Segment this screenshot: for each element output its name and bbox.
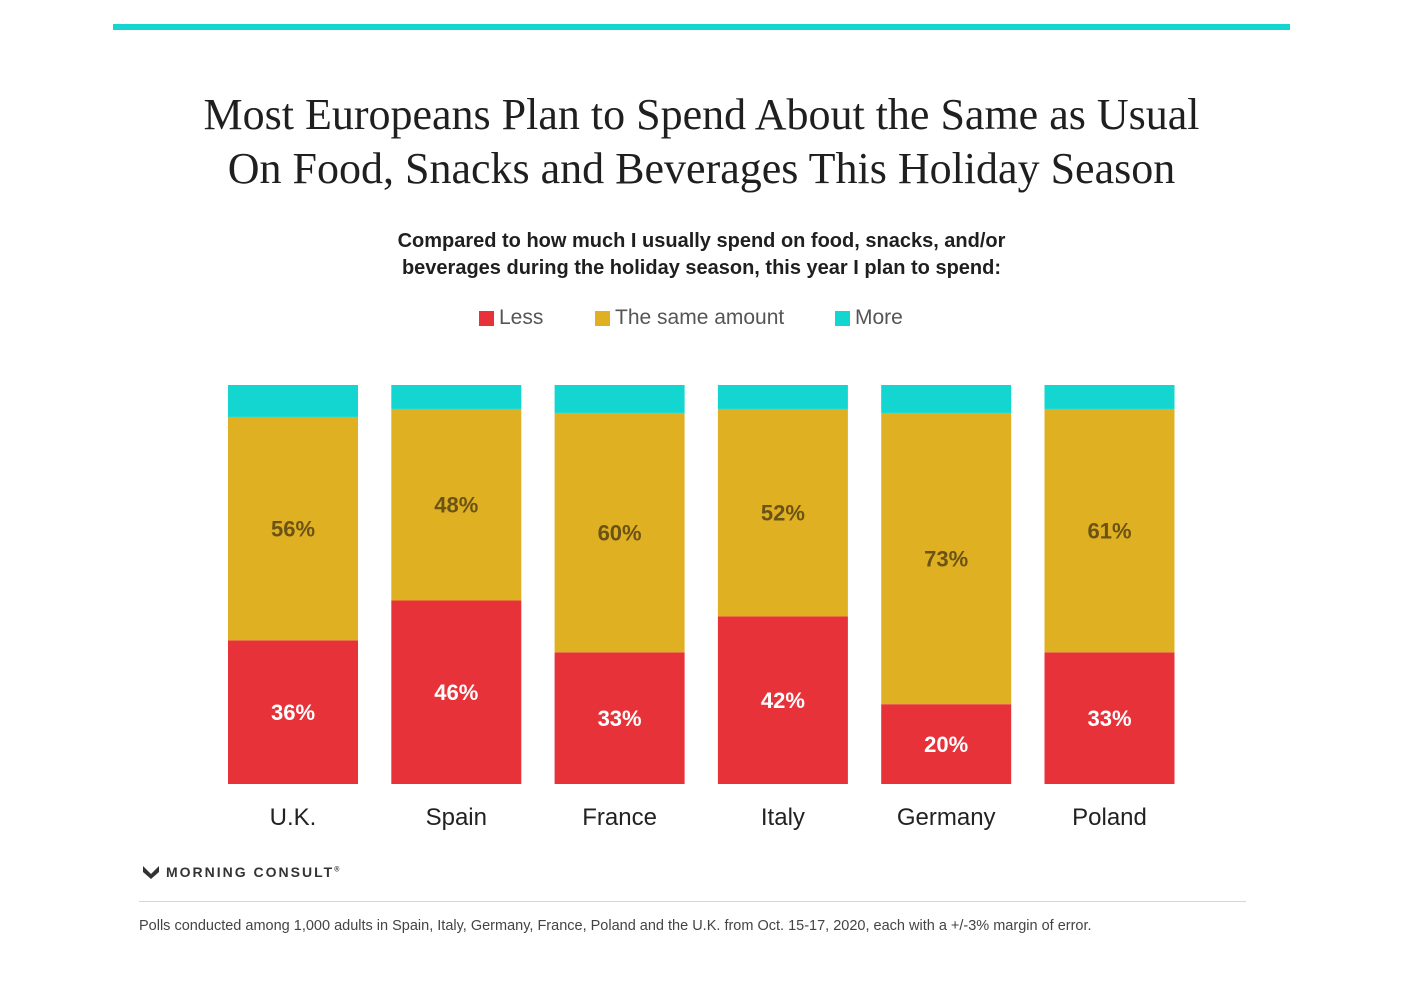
bar-segment-more-3 <box>717 385 848 409</box>
chart-title-line-1: Most Europeans Plan to Spend About the S… <box>203 90 1200 139</box>
stacked-bar-chart: 36% 56% U.K. 46% 48% Spain 33% 60% France 42% 52% I… <box>228 385 1175 831</box>
bar-segment-less-4 <box>881 704 1012 784</box>
legend-label-more: More <box>855 306 903 329</box>
category-label-0: U.K. <box>270 804 317 831</box>
bar-segment-same-5 <box>1044 408 1175 653</box>
bar-segment-less-1 <box>391 600 522 784</box>
data-label-same-5: 61% <box>1087 519 1131 544</box>
bar-segment-more-1 <box>391 385 522 409</box>
legend-label-less: Less <box>499 306 544 329</box>
data-label-same-3: 52% <box>761 501 805 526</box>
data-label-less-2: 33% <box>598 706 642 731</box>
bar-segment-less-2 <box>554 652 685 784</box>
legend-item-less: Less <box>479 305 543 331</box>
bar-segment-less-3 <box>717 616 848 784</box>
bar-segment-same-0 <box>228 416 358 641</box>
data-label-same-0: 56% <box>271 517 315 542</box>
data-label-less-5: 33% <box>1087 706 1131 731</box>
data-label-less-1: 46% <box>434 680 478 705</box>
legend-label-same: The same amount <box>615 306 785 329</box>
bar-segment-same-1 <box>391 408 522 601</box>
category-label-3: Italy <box>761 804 805 831</box>
footnote: Polls conducted among 1,000 adults in Sp… <box>139 918 1092 934</box>
top-accent-bar <box>113 24 1290 30</box>
bar-segment-more-4 <box>881 385 1012 413</box>
data-label-less-0: 36% <box>271 700 315 725</box>
morning-consult-logo-icon <box>143 866 159 879</box>
data-label-less-3: 42% <box>761 688 805 713</box>
data-label-same-1: 48% <box>434 493 478 518</box>
bar-segment-more-2 <box>554 385 685 413</box>
chart-legend: Less The same amount More <box>0 305 1403 331</box>
legend-swatch-less <box>479 310 494 326</box>
category-label-2: France <box>582 804 657 831</box>
chart-title-line-2: On Food, Snacks and Beverages This Holid… <box>227 144 1176 193</box>
chart-subtitle-line-1: Compared to how much I usually spend on … <box>397 230 1006 252</box>
category-label-4: Germany <box>897 804 996 831</box>
bar-segment-same-3 <box>717 408 848 617</box>
data-label-less-4: 20% <box>924 732 968 757</box>
bar-segment-more-0 <box>228 385 358 417</box>
category-label-1: Spain <box>426 804 487 831</box>
data-label-same-2: 60% <box>598 521 642 546</box>
bar-segment-same-4 <box>881 412 1012 705</box>
chart-title: Most Europeans Plan to Spend About the S… <box>0 88 1403 196</box>
data-label-same-4: 73% <box>924 547 968 572</box>
legend-swatch-same <box>595 310 610 326</box>
legend-item-same: The same amount <box>595 305 784 331</box>
bar-segment-less-5 <box>1044 652 1175 784</box>
footer-divider <box>139 901 1246 902</box>
bar-segment-more-5 <box>1044 385 1175 409</box>
legend-swatch-more <box>835 310 850 326</box>
brand-logo: MORNING CONSULT® <box>142 862 339 882</box>
chart-subtitle: Compared to how much I usually spend on … <box>0 228 1403 282</box>
bar-segment-less-0 <box>228 640 358 784</box>
legend-item-more: More <box>835 305 903 331</box>
brand-name: MORNING CONSULT® <box>166 864 340 880</box>
chart-subtitle-line-2: beverages during the holiday season, thi… <box>401 257 1002 279</box>
bar-segment-same-2 <box>554 412 685 653</box>
category-label-5: Poland <box>1072 804 1147 831</box>
